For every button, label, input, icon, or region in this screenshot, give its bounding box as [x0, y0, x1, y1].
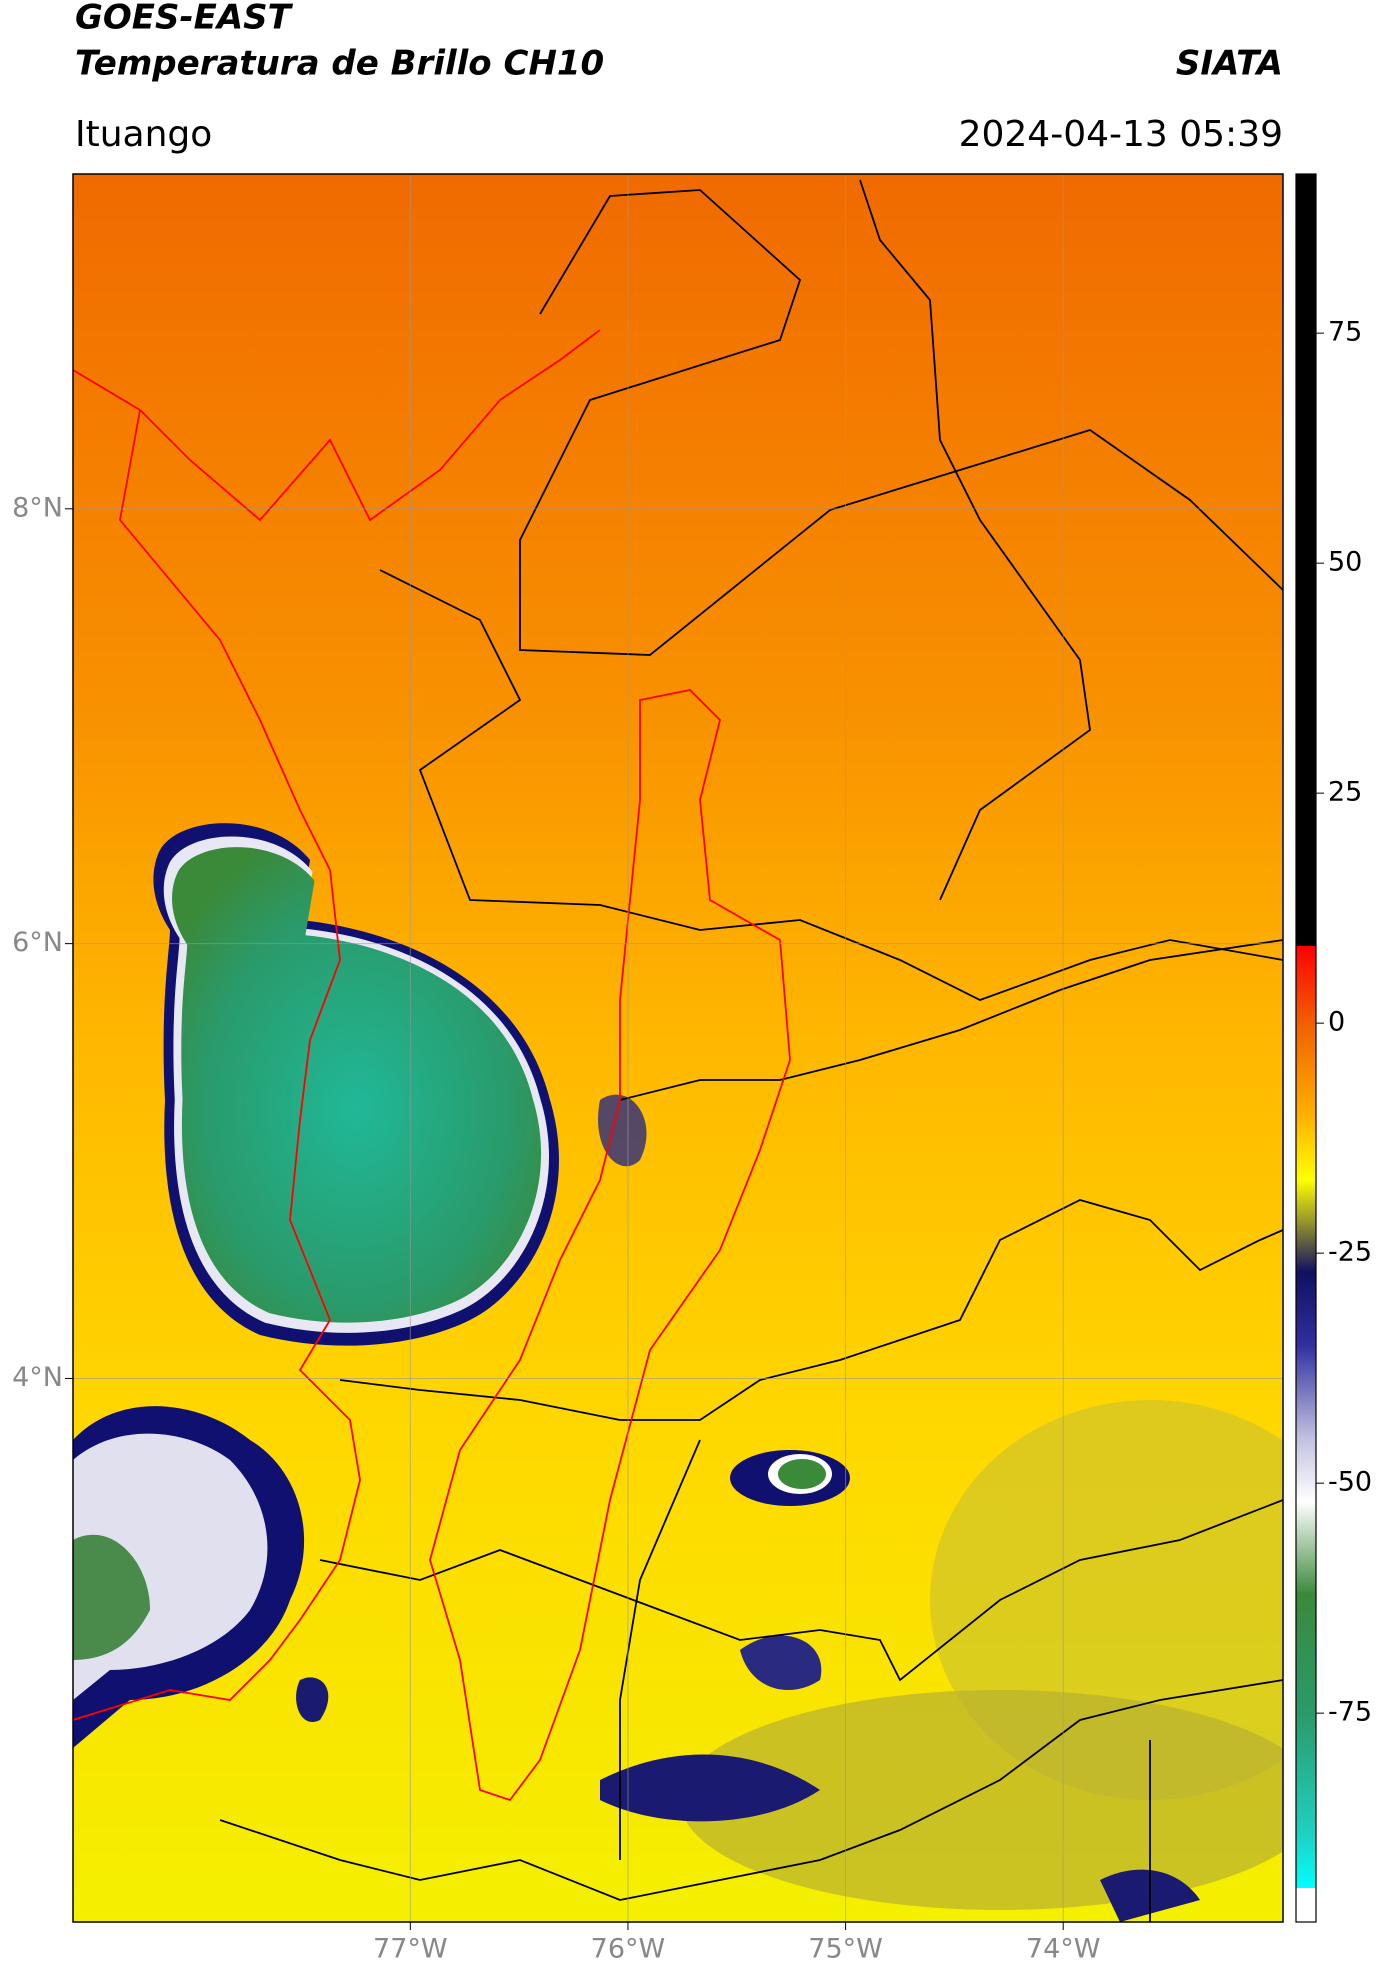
- lon-tick-label: 77°W: [373, 1934, 448, 1965]
- lon-tick-label: 74°W: [1026, 1934, 1101, 1965]
- colorbar-tick-label: 75: [1328, 317, 1362, 348]
- colorbar-segment: [1296, 1115, 1316, 1181]
- subtitle: Temperatura de Brillo CH10: [75, 44, 604, 84]
- colorbar-segment: [1296, 1023, 1316, 1116]
- colorbar-segment: [1296, 1832, 1316, 1889]
- brand: SIATA: [1176, 44, 1283, 84]
- colorbar-segment: [1296, 1179, 1316, 1227]
- lat-tick-label: 4°N: [12, 1362, 63, 1393]
- colorbar-segment: [1296, 1887, 1316, 1923]
- colorbar-segment: [1296, 1271, 1316, 1346]
- map-frame: [72, 173, 1284, 1923]
- cloud-main: [153, 823, 559, 1346]
- location: Ituango: [75, 114, 212, 155]
- colorbar-tick-label: -25: [1328, 1237, 1372, 1268]
- colorbar-tick-label: -50: [1328, 1467, 1372, 1498]
- lat-tick-label: 6°N: [12, 927, 63, 958]
- cloud-southwest: [73, 1406, 305, 1748]
- cloud-cell: [730, 1450, 850, 1506]
- colorbar-frame: [1295, 173, 1317, 1923]
- colorbar-segment: [1296, 174, 1316, 947]
- colorbar-segment: [1296, 945, 1316, 1024]
- lon-tick-label: 75°W: [808, 1934, 883, 1965]
- title: GOES-EAST: [75, 0, 294, 38]
- satellite-image: [73, 174, 1283, 1922]
- lon-tick-label: 76°W: [591, 1934, 666, 1965]
- colorbar-tick-label: 25: [1328, 777, 1362, 808]
- colorbar-segment: [1296, 1501, 1316, 1595]
- datetime: 2024-04-13 05:39: [959, 114, 1283, 155]
- colorbar-tick-label: 50: [1328, 547, 1362, 578]
- colorbar-segment: [1296, 1593, 1316, 1714]
- colorbar-segment: [1296, 1437, 1316, 1503]
- lat-tick-label: 8°N: [12, 492, 63, 523]
- borders: [73, 179, 1283, 1922]
- colorbar-segment: [1296, 1713, 1316, 1834]
- colorbar-segment: [1296, 1225, 1316, 1273]
- colorbar-tick-label: 0: [1328, 1007, 1345, 1038]
- colorbar-tick-label: -75: [1328, 1697, 1372, 1728]
- colorbar-segment: [1296, 1345, 1316, 1438]
